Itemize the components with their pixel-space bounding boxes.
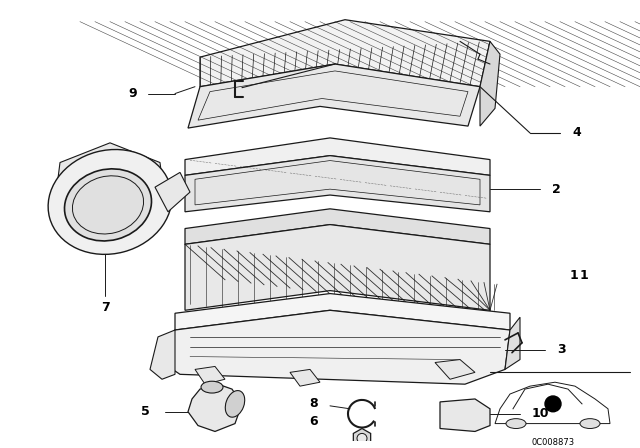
Polygon shape (440, 399, 490, 431)
Text: 8: 8 (309, 397, 318, 410)
Text: 1: 1 (570, 269, 579, 282)
Text: 6: 6 (309, 415, 318, 428)
Polygon shape (175, 293, 510, 330)
Text: 2: 2 (552, 183, 561, 196)
Polygon shape (55, 143, 165, 222)
Polygon shape (188, 64, 480, 128)
Text: 1: 1 (580, 269, 589, 282)
Polygon shape (185, 155, 490, 212)
Polygon shape (150, 330, 175, 379)
Polygon shape (185, 224, 490, 310)
Text: 10: 10 (532, 407, 550, 420)
Polygon shape (185, 138, 490, 175)
Text: 4: 4 (572, 126, 580, 139)
Text: 5: 5 (141, 405, 150, 418)
Ellipse shape (225, 391, 244, 417)
Polygon shape (158, 310, 510, 384)
Text: 9: 9 (129, 87, 138, 100)
Polygon shape (200, 20, 490, 86)
Polygon shape (480, 41, 500, 126)
Ellipse shape (580, 418, 600, 428)
Text: 3: 3 (557, 343, 566, 356)
Polygon shape (505, 317, 520, 370)
Polygon shape (353, 428, 371, 448)
Polygon shape (435, 360, 475, 379)
Ellipse shape (357, 433, 367, 443)
Ellipse shape (201, 381, 223, 393)
Ellipse shape (506, 418, 526, 428)
Ellipse shape (65, 169, 152, 241)
Polygon shape (188, 384, 242, 431)
Circle shape (545, 396, 561, 412)
Text: 0C008873: 0C008873 (531, 438, 575, 448)
Polygon shape (290, 370, 320, 386)
Polygon shape (195, 366, 225, 384)
Ellipse shape (48, 150, 172, 254)
Polygon shape (185, 209, 490, 244)
Text: 7: 7 (100, 301, 109, 314)
Polygon shape (155, 172, 190, 212)
